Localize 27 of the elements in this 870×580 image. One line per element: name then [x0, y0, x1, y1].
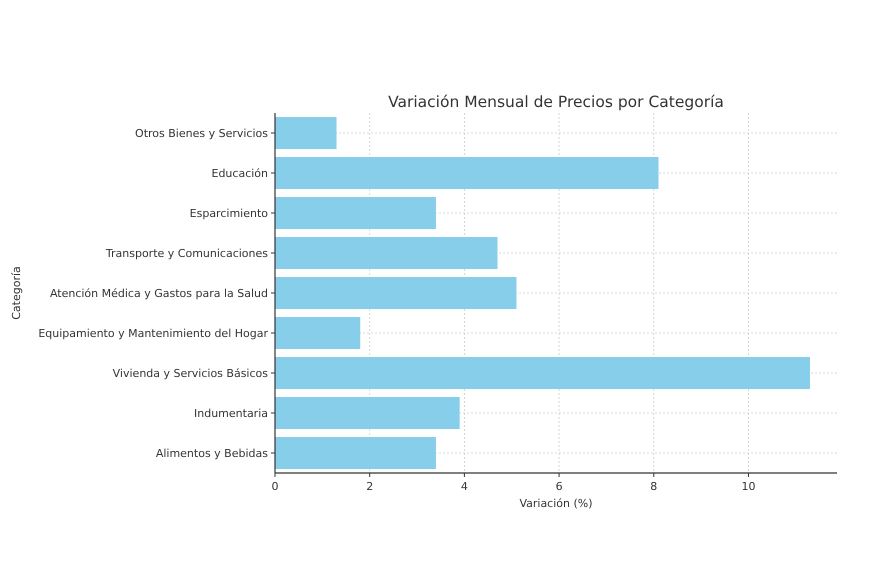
bar	[275, 237, 498, 269]
bar	[275, 317, 360, 349]
bar	[275, 397, 460, 429]
bar	[275, 357, 810, 389]
x-tick-label: 8	[650, 480, 658, 493]
y-tick-label: Equipamiento y Mantenimiento del Hogar	[38, 326, 268, 340]
x-tick-label: 0	[272, 480, 278, 493]
y-tick-label: Indumentaria	[194, 406, 268, 420]
bar	[275, 277, 516, 309]
y-tick-label: Atención Médica y Gastos para la Salud	[50, 286, 268, 300]
y-tick-label: Alimentos y Bebidas	[156, 446, 268, 460]
x-tick-label: 2	[366, 480, 374, 493]
bar	[275, 157, 659, 189]
x-tick-label: 10	[741, 480, 756, 493]
chart-title: Variación Mensual de Precios por Categoría	[388, 93, 724, 111]
y-tick-label: Transporte y Comunicaciones	[104, 246, 268, 260]
y-axis-title: Categoría	[10, 266, 23, 320]
y-tick-label: Esparcimiento	[190, 206, 268, 220]
bar	[275, 117, 337, 149]
x-axis-title: Variación (%)	[519, 497, 593, 510]
x-tick-label: 4	[460, 480, 468, 493]
bar	[275, 437, 436, 469]
y-tick-label: Otros Bienes y Servicios	[135, 126, 268, 140]
x-tick-label: 6	[556, 480, 563, 493]
y-tick-label: Vivienda y Servicios Básicos	[112, 366, 268, 380]
bar	[275, 197, 436, 229]
y-tick-label: Educación	[212, 166, 268, 180]
